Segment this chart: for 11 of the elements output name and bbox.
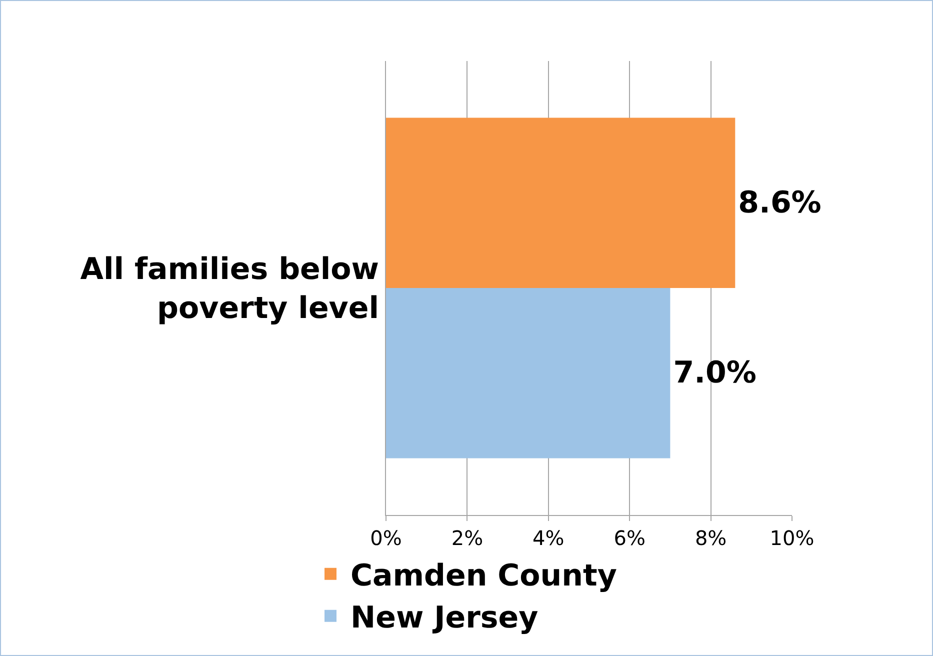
- x-tick-label: 2%: [451, 526, 484, 550]
- x-tick-label: 0%: [370, 526, 402, 550]
- y-tick-label: All families below poverty level: [80, 252, 379, 326]
- legend-label: New Jersey: [350, 600, 539, 636]
- x-tick-label: 4%: [532, 526, 564, 550]
- data-label: 8.6%: [738, 185, 822, 220]
- x-tick-label: 10%: [770, 526, 814, 550]
- x-tick-label: 8%: [694, 526, 727, 550]
- x-tick-label: 6%: [614, 526, 646, 550]
- legend-label: Camden County: [350, 558, 618, 594]
- data-label: 7.0%: [673, 356, 756, 391]
